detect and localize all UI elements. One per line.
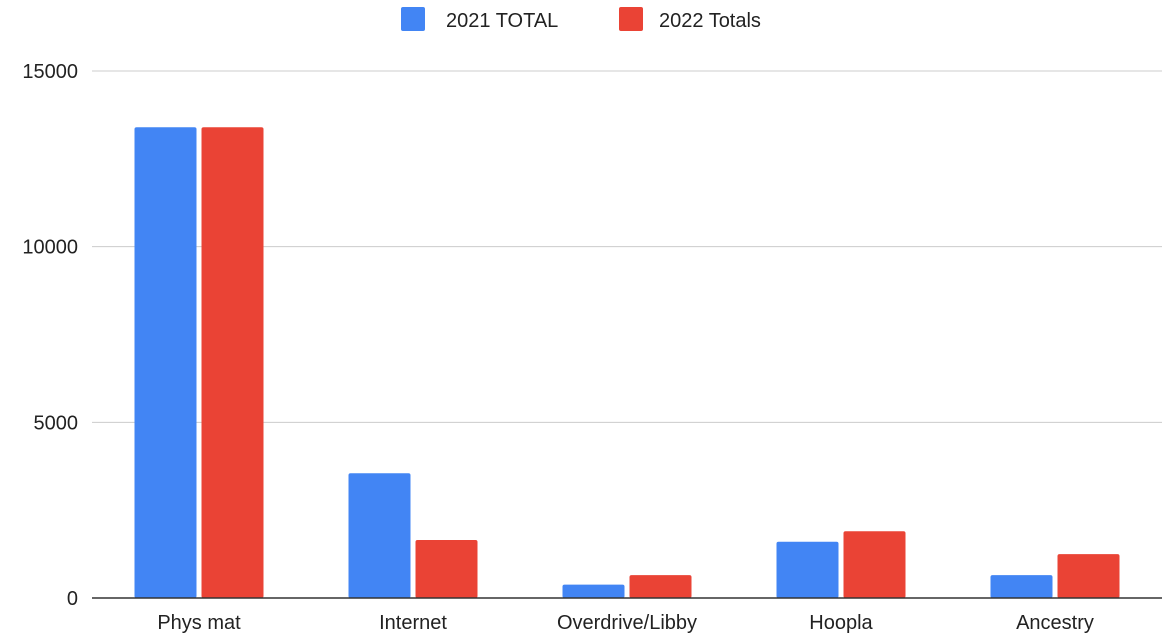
y-axis-ticks: 0 5000 10000 15000 bbox=[22, 61, 78, 610]
bars bbox=[134, 127, 1120, 599]
legend-label-2021: 2021 TOTAL bbox=[446, 10, 558, 32]
legend-item-2021: 2021 TOTAL bbox=[401, 7, 558, 32]
x-axis-ticks: Phys mat Internet Overdrive/Libby Hoopla Anc… bbox=[157, 612, 1094, 634]
y-tick-label: 0 bbox=[67, 588, 78, 610]
x-tick-label: Overdrive/Libby bbox=[557, 612, 697, 634]
legend-item-2022: 2022 Totals bbox=[619, 7, 761, 32]
y-tick-label: 10000 bbox=[22, 237, 78, 259]
bar-2021 bbox=[990, 575, 1053, 598]
bar-2021 bbox=[776, 541, 839, 598]
y-tick-label: 5000 bbox=[34, 412, 79, 434]
bar-2022 bbox=[415, 540, 478, 598]
gridlines bbox=[92, 70, 1162, 423]
legend: 2021 TOTAL 2022 Totals bbox=[401, 7, 761, 32]
bar-2022 bbox=[629, 575, 692, 598]
x-tick-label: Ancestry bbox=[1016, 612, 1094, 634]
legend-label-2022: 2022 Totals bbox=[659, 10, 761, 32]
legend-swatch-2022 bbox=[619, 7, 643, 31]
y-tick-label: 15000 bbox=[22, 61, 78, 83]
x-tick-label: Internet bbox=[379, 612, 447, 634]
bar-2022 bbox=[201, 127, 264, 599]
bar-2021 bbox=[134, 127, 197, 599]
bar-2021 bbox=[562, 584, 625, 598]
bar-2021 bbox=[348, 473, 411, 598]
bar-2022 bbox=[1057, 554, 1120, 598]
legend-swatch-2021 bbox=[401, 7, 425, 31]
bar-2022 bbox=[843, 531, 906, 598]
x-tick-label: Phys mat bbox=[157, 612, 241, 634]
x-tick-label: Hoopla bbox=[809, 612, 873, 634]
